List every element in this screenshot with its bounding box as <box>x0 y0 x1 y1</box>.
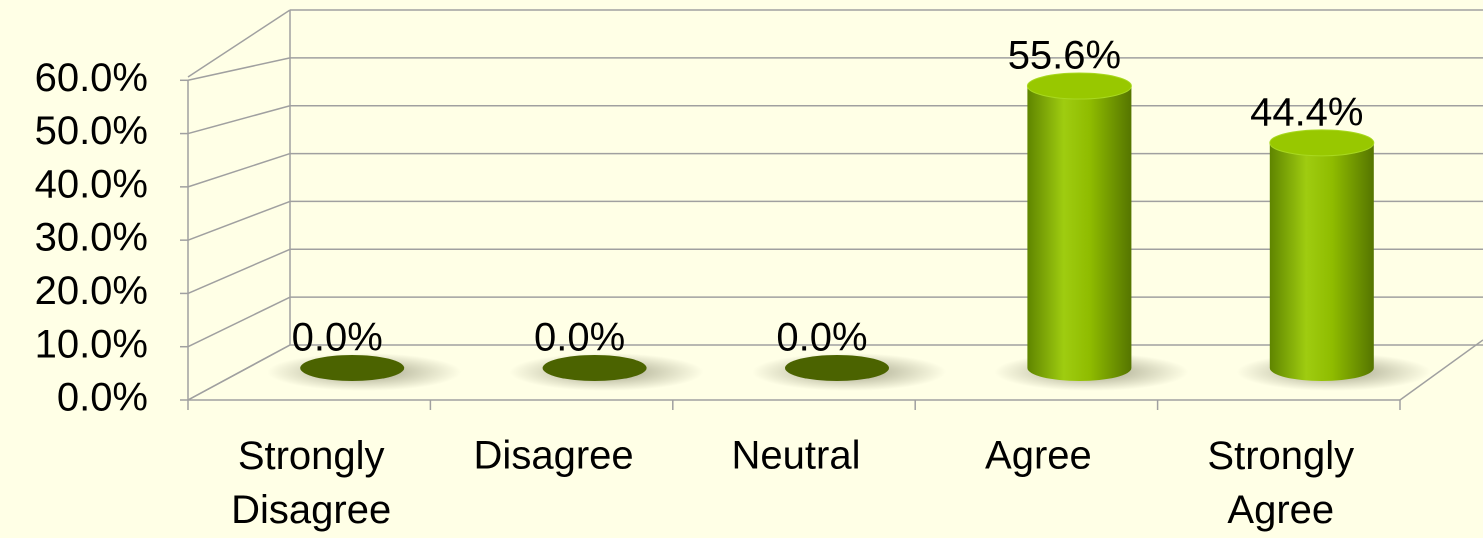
x-tick-label: Strongly Disagree <box>231 434 391 532</box>
y-tick-label: 10.0% <box>35 322 148 366</box>
bar-body <box>1027 86 1132 382</box>
x-tick-label-line: Strongly <box>238 434 385 478</box>
bar-body <box>1269 142 1374 381</box>
x-tick-label-line: Disagree <box>231 488 391 532</box>
grid-line-side <box>187 344 291 401</box>
bar-top <box>542 355 647 381</box>
y-tick-label: 60.0% <box>35 56 148 100</box>
bar-top <box>300 355 405 381</box>
x-tick-label: Disagree <box>474 434 634 478</box>
x-tick-label-line: Strongly <box>1207 434 1354 478</box>
wall-left-top <box>187 9 291 78</box>
bar-top <box>785 355 889 381</box>
grid-line-side <box>187 200 291 241</box>
floor-right <box>1399 339 1483 401</box>
bar <box>1026 72 1132 382</box>
bar-top <box>1269 129 1375 157</box>
grid-line-side <box>187 248 291 295</box>
y-tick-label: 30.0% <box>35 216 148 260</box>
grid-line-side <box>187 152 291 188</box>
x-tick-label: Agree <box>985 434 1092 478</box>
y-tick-label: 20.0% <box>35 269 148 313</box>
y-tick-label: 50.0% <box>35 109 148 153</box>
x-tick-label: Strongly Agree <box>1207 434 1354 532</box>
x-tick-label: Neutral <box>732 434 861 478</box>
grid-line-side <box>187 57 291 82</box>
value-label: 0.0% <box>534 316 625 360</box>
value-label: 55.6% <box>1008 34 1121 78</box>
grid-line-side <box>187 296 291 348</box>
bar-top <box>1026 72 1132 100</box>
value-label: 0.0% <box>776 316 867 360</box>
value-label: 0.0% <box>292 316 383 360</box>
y-tick-label: 0.0% <box>57 376 148 420</box>
grid-line-side <box>187 104 291 135</box>
x-tick-label-line: Agree <box>1227 488 1334 532</box>
bar <box>542 355 647 381</box>
value-label: 44.4% <box>1250 90 1363 134</box>
y-tick-label: 40.0% <box>35 162 148 206</box>
bar <box>785 355 889 381</box>
bar <box>300 355 405 381</box>
bar <box>1269 129 1375 381</box>
